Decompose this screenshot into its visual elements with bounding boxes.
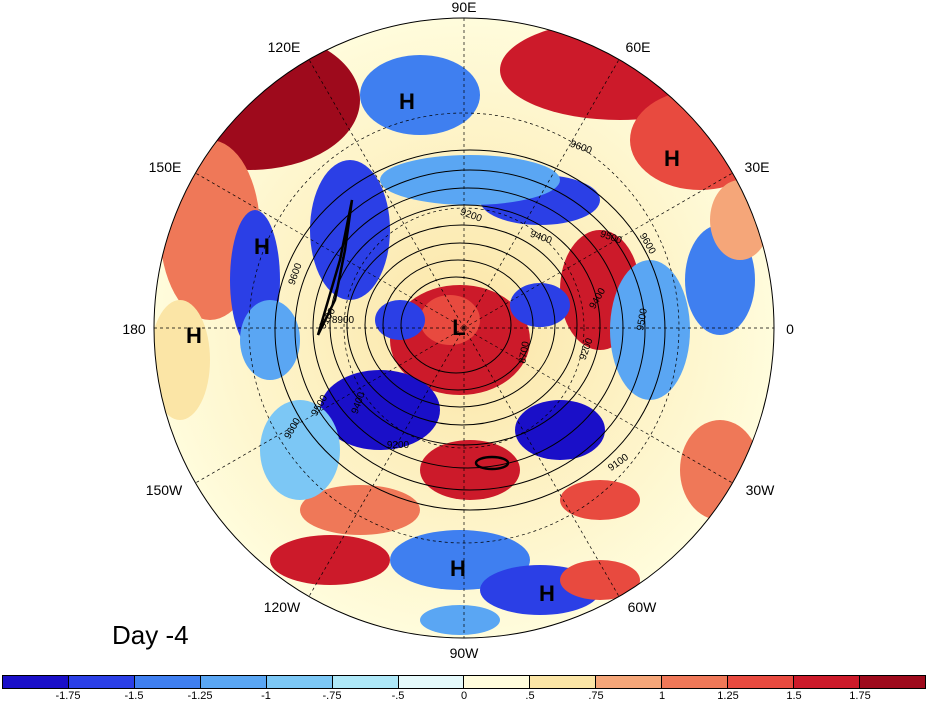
high-pressure-label: H	[539, 581, 555, 606]
height-contours	[274, 149, 666, 511]
colorbar-segment	[398, 676, 465, 688]
colorbar-tick-label: -1.75	[55, 690, 81, 702]
lon-label-30e: 30E	[745, 159, 770, 175]
lon-label-150w: 150W	[146, 482, 183, 498]
lon-label-120e: 120E	[268, 39, 301, 55]
lon-label-120w: 120W	[264, 599, 301, 615]
colorbar-segment	[464, 676, 531, 688]
lon-label-180: 180	[122, 321, 146, 337]
colorbar-segment	[530, 676, 597, 688]
day-label: Day -4	[112, 620, 189, 650]
colorbar-tick-label: 1.25	[717, 690, 739, 702]
colorbar	[2, 675, 926, 689]
contour-label: 9200	[387, 440, 410, 451]
high-pressure-label: H	[450, 556, 466, 581]
lon-label-90e: 90E	[452, 0, 477, 15]
colorbar-segment	[200, 676, 267, 688]
colorbar-tick-label: 1.75	[849, 690, 871, 702]
colorbar-tick-label: 1.5	[786, 690, 802, 702]
colorbar-segment	[3, 676, 69, 688]
colorbar-tick-label: -1.5	[124, 690, 144, 702]
colorbar-segment	[68, 676, 135, 688]
lon-label-0: 0	[786, 321, 794, 337]
graticule	[154, 18, 774, 638]
lon-label-90w: 90W	[450, 645, 480, 661]
contour-label: 8700	[517, 340, 532, 364]
colorbar-tick-label: 1	[658, 690, 666, 702]
pressure-system-labels: H H H H H H L	[186, 89, 680, 606]
anomaly-field	[154, 18, 774, 638]
colorbar-segment	[596, 676, 663, 688]
colorbar-segment	[266, 676, 333, 688]
colorbar-tick-label: -1	[261, 690, 271, 702]
contour-label: 9500	[635, 307, 650, 331]
lon-label-60w: 60W	[628, 599, 658, 615]
colorbar-segment	[728, 676, 795, 688]
low-pressure-label: L	[452, 315, 465, 340]
high-pressure-label: H	[399, 89, 415, 114]
high-pressure-label: H	[664, 146, 680, 171]
colorbar-tick-labels: -1.75 -1.5 -1.25 -1 -.75 -.5 0 .5 .75 1 1.25 1.5 1.7…	[2, 690, 926, 702]
colorbar-tick-label: 0	[460, 690, 468, 702]
colorbar-segment	[859, 676, 925, 688]
colorbar-tick-label: -.75	[322, 690, 342, 702]
colorbar-segment	[332, 676, 399, 688]
colorbar-tick-label: .5	[525, 690, 535, 702]
lon-label-150e: 150E	[149, 159, 182, 175]
colorbar-segment	[134, 676, 201, 688]
colorbar-segment	[794, 676, 860, 688]
lon-label-60e: 60E	[626, 39, 651, 55]
colorbar-tick-label: .75	[588, 690, 604, 702]
lon-label-30w: 30W	[746, 482, 776, 498]
high-pressure-label: H	[186, 323, 202, 348]
colorbar-segment	[662, 676, 729, 688]
colorbar-tick-label: -1.25	[187, 690, 213, 702]
colorbar-tick-label: -.5	[391, 690, 405, 702]
high-pressure-label: H	[254, 234, 270, 259]
contour-label: 8900	[332, 315, 355, 326]
longitude-labels: 90E 60E 30E 0 30W 60W 90W 120W 150W 180 150E 120E	[122, 0, 794, 661]
